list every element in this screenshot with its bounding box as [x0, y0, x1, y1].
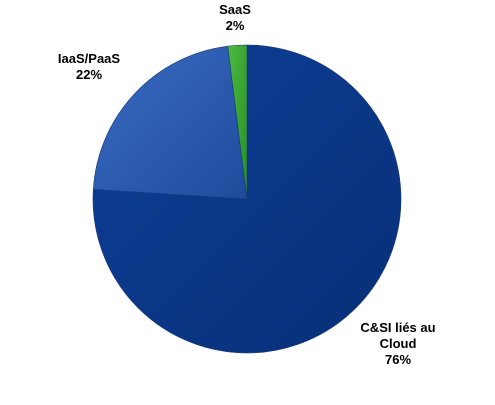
slice-name-label: C&SI liés au	[360, 320, 435, 335]
pie-slice-2	[92, 45, 248, 200]
slice-label-2: IaaS/PaaS 22%	[58, 51, 120, 82]
pie-slices	[92, 44, 402, 354]
pie-slice-1	[92, 44, 402, 354]
slice-name-label: IaaS/PaaS	[58, 51, 120, 66]
slice-name-label: SaaS	[219, 2, 251, 17]
slice-value-label: 22%	[76, 67, 102, 82]
slice-name-label: Cloud	[380, 336, 417, 351]
slice-label-1: C&SI liés au Cloud 76%	[360, 320, 435, 367]
slice-value-label: 2%	[226, 18, 245, 33]
slice-value-label: 76%	[385, 352, 411, 367]
pie-slice-3	[227, 44, 248, 200]
slice-label-3: SaaS 2%	[219, 2, 251, 33]
pie-labels: C&SI liés au Cloud 76% IaaS/PaaS 22% SaaS 2%	[58, 2, 436, 367]
